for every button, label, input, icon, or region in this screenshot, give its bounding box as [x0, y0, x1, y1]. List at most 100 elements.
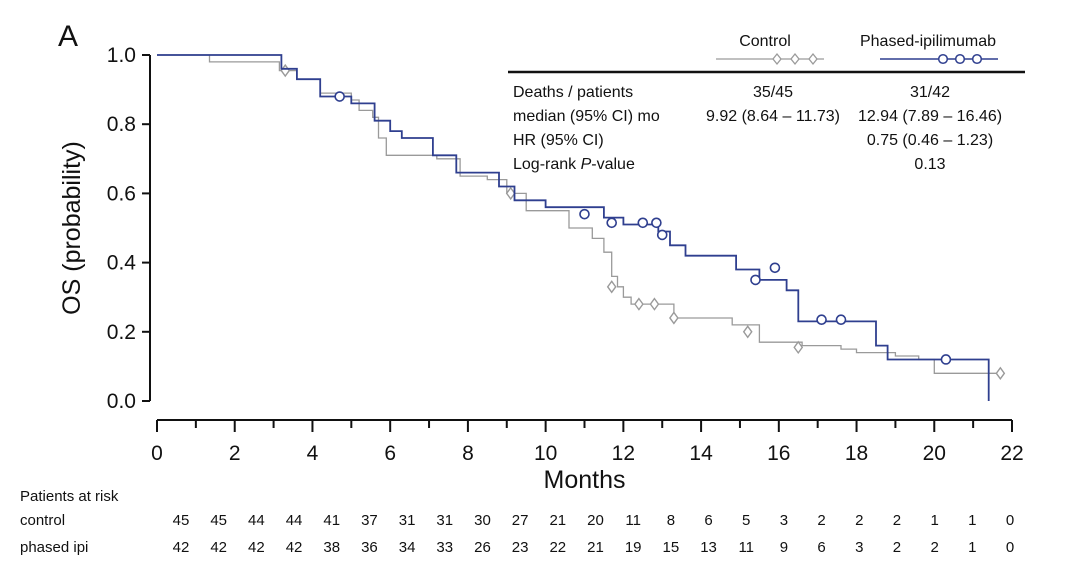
legend-control-label: Control: [739, 33, 791, 50]
risk-count: 13: [700, 539, 717, 556]
y-axis-label: OS (probability): [58, 141, 86, 315]
censor-mark-phased: [835, 314, 847, 325]
x-tick-label: 4: [307, 442, 319, 465]
stats-phased-value: 0.75 (0.46 – 1.23): [867, 132, 993, 149]
risk-count: 30: [474, 512, 491, 529]
y-tick-label: 0.2: [107, 321, 136, 344]
x-tick-label: 8: [462, 442, 474, 465]
risk-count: 21: [587, 539, 604, 556]
y-tick-label: 0.0: [107, 390, 136, 413]
x-tick-label: 20: [923, 442, 946, 465]
stats-phased-value: 12.94 (7.89 – 16.46): [858, 108, 1002, 125]
risk-count: 8: [667, 512, 675, 529]
risk-count: 1: [968, 512, 976, 529]
risk-count: 44: [248, 512, 265, 529]
stats-control-value: 9.92 (8.64 – 11.73): [706, 108, 840, 125]
risk-count: 38: [323, 539, 340, 556]
censor-mark-phased: [656, 229, 668, 241]
y-tick-label: 0.8: [107, 113, 136, 136]
x-tick-label: 16: [767, 442, 790, 465]
legend-phased-label: Phased-ipilimumab: [860, 33, 996, 50]
censor-mark-control: [742, 325, 753, 339]
series-line-phased-ipilimumab: [157, 54, 990, 401]
legend-control-marker: [772, 52, 782, 66]
risk-count: 33: [436, 539, 453, 556]
risk-count: 0: [1006, 539, 1014, 556]
risk-count: 22: [549, 539, 566, 556]
risk-count: 45: [173, 512, 190, 529]
legend-phased-marker: [937, 53, 949, 65]
censor-mark-phased: [637, 217, 649, 229]
risk-count: 42: [173, 539, 190, 556]
risk-count: 23: [512, 539, 529, 556]
y-tick-label: 0.6: [107, 182, 136, 205]
risk-count: 6: [817, 539, 825, 556]
risk-table-title: Patients at risk: [20, 488, 119, 505]
risk-count: 2: [893, 512, 901, 529]
risk-count: 5: [742, 512, 750, 529]
stats-row-label: Log-rank P-value: [513, 156, 635, 173]
x-tick-label: 6: [384, 442, 396, 465]
x-tick-label: 0: [151, 442, 163, 465]
x-tick-label: 12: [612, 442, 635, 465]
risk-count: 1: [968, 539, 976, 556]
risk-count: 2: [893, 539, 901, 556]
x-tick-label: 22: [1000, 442, 1023, 465]
x-tick-label: 2: [229, 442, 241, 465]
stats-row-label: median (95% CI) mo: [513, 108, 660, 125]
risk-count: 9: [780, 539, 788, 556]
legend-control-marker: [808, 52, 818, 66]
risk-count: 6: [704, 512, 712, 529]
censor-mark-control: [793, 340, 804, 355]
risk-count: 42: [210, 539, 227, 556]
stats-row-label: Deaths / patients: [513, 84, 633, 101]
risk-count: 27: [512, 512, 529, 529]
panel-label: A: [58, 20, 78, 53]
censor-mark-control: [280, 63, 291, 78]
risk-count: 42: [248, 539, 265, 556]
censor-mark-phased: [940, 354, 952, 365]
stats-phased-value: 0.13: [914, 156, 945, 173]
risk-count: 36: [361, 539, 378, 556]
risk-count: 26: [474, 539, 491, 556]
risk-count: 2: [855, 512, 863, 529]
risk-count: 31: [436, 512, 453, 529]
censor-mark-control: [606, 280, 617, 294]
censor-mark-phased: [816, 314, 827, 325]
censor-mark-control: [995, 366, 1006, 381]
x-tick-label: 10: [534, 442, 557, 465]
risk-count: 34: [399, 539, 416, 556]
censor-mark-phased: [334, 91, 345, 102]
risk-count: 3: [855, 539, 863, 556]
x-tick-label: 18: [845, 442, 868, 465]
risk-row-label: phased ipi: [20, 539, 88, 556]
risk-count: 21: [549, 512, 566, 529]
risk-count: 42: [286, 539, 303, 556]
risk-count: 37: [361, 512, 378, 529]
censor-mark-phased: [750, 274, 761, 286]
stats-table: Deaths / patients 35/45 31/42 median (95% C…: [508, 70, 1025, 173]
risk-count: 31: [399, 512, 416, 529]
censor-mark-phased: [769, 262, 781, 274]
stats-control-value: 35/45: [753, 84, 793, 101]
risk-count: 41: [323, 512, 340, 529]
risk-count: 19: [625, 539, 642, 556]
legend: Control Phased-ipilimumab: [716, 33, 998, 66]
censor-mark-control: [634, 297, 644, 311]
legend-control-marker: [790, 52, 800, 66]
risk-row-label: control: [20, 512, 65, 529]
risk-count: 3: [780, 512, 788, 529]
risk-count: 20: [587, 512, 604, 529]
legend-phased-marker: [971, 53, 983, 65]
risk-count: 44: [286, 512, 303, 529]
x-tick-label: 14: [689, 442, 713, 465]
censor-mark-control: [649, 297, 660, 311]
censor-mark-control: [669, 311, 679, 325]
censor-mark-phased: [651, 217, 662, 229]
risk-count: 15: [663, 539, 680, 556]
risk-count: 1: [930, 512, 938, 529]
risk-count: 2: [930, 539, 938, 556]
y-tick-label: 1.0: [107, 44, 136, 67]
censor-mark-control: [505, 186, 516, 201]
